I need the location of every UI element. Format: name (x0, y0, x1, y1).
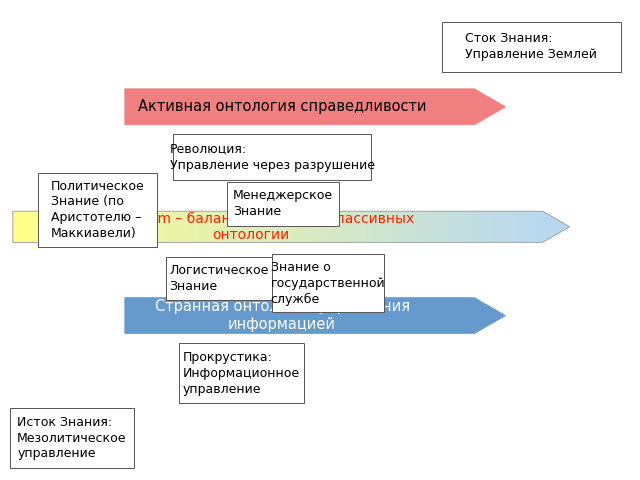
Polygon shape (339, 211, 348, 242)
FancyBboxPatch shape (179, 343, 304, 403)
Text: Mainstream – баланс трех цветов пассивных
онтологии: Mainstream – баланс трех цветов пассивны… (88, 212, 414, 242)
Polygon shape (163, 211, 172, 242)
FancyBboxPatch shape (10, 408, 134, 468)
Text: Сток Знания:
Управление Землей: Сток Знания: Управление Землей (465, 32, 597, 61)
Polygon shape (410, 211, 419, 242)
Polygon shape (313, 211, 322, 242)
Polygon shape (499, 211, 508, 242)
Text: Исток Знания:
Мезолитическое
управление: Исток Знания: Мезолитическое управление (17, 416, 127, 460)
Polygon shape (436, 211, 445, 242)
Polygon shape (92, 211, 101, 242)
Polygon shape (66, 211, 75, 242)
Polygon shape (207, 211, 216, 242)
Polygon shape (383, 211, 392, 242)
Text: Революция:
Управление через разрушение: Революция: Управление через разрушение (170, 143, 374, 172)
Polygon shape (189, 211, 198, 242)
Polygon shape (322, 211, 331, 242)
Polygon shape (357, 211, 366, 242)
Polygon shape (287, 211, 295, 242)
Polygon shape (101, 211, 110, 242)
FancyBboxPatch shape (173, 134, 371, 180)
Polygon shape (136, 211, 145, 242)
Polygon shape (127, 211, 136, 242)
Text: Политическое
Знание (по
Аристотелю –
Маккиавели): Политическое Знание (по Аристотелю – Мак… (51, 180, 145, 240)
Text: Знание о
государственной
службе: Знание о государственной службе (271, 261, 385, 306)
Polygon shape (119, 211, 127, 242)
FancyBboxPatch shape (166, 257, 272, 300)
Polygon shape (375, 211, 383, 242)
Polygon shape (366, 211, 375, 242)
Polygon shape (260, 211, 269, 242)
Polygon shape (172, 211, 180, 242)
Polygon shape (534, 211, 543, 242)
Polygon shape (401, 211, 410, 242)
Polygon shape (304, 211, 313, 242)
Polygon shape (331, 211, 339, 242)
Polygon shape (508, 211, 516, 242)
Polygon shape (481, 211, 490, 242)
Polygon shape (22, 211, 31, 242)
Text: Странная онтология управления
информацией: Странная онтология управления информацие… (154, 300, 410, 332)
Polygon shape (13, 211, 22, 242)
Polygon shape (83, 211, 92, 242)
Text: Менеджерское
Знание: Менеджерское Знание (233, 190, 333, 218)
Polygon shape (110, 211, 119, 242)
Polygon shape (216, 211, 225, 242)
Polygon shape (525, 211, 534, 242)
Polygon shape (392, 211, 401, 242)
Polygon shape (145, 211, 154, 242)
FancyBboxPatch shape (227, 182, 339, 226)
FancyBboxPatch shape (38, 173, 157, 247)
Polygon shape (348, 211, 357, 242)
Text: Прокрустика:
Информационное
управление: Прокрустика: Информационное управление (183, 351, 300, 396)
Polygon shape (543, 211, 570, 242)
Polygon shape (225, 211, 234, 242)
Polygon shape (463, 211, 472, 242)
Polygon shape (57, 211, 66, 242)
Polygon shape (428, 211, 436, 242)
Polygon shape (48, 211, 57, 242)
Polygon shape (251, 211, 260, 242)
Polygon shape (490, 211, 499, 242)
Polygon shape (198, 211, 207, 242)
Polygon shape (295, 211, 304, 242)
Polygon shape (243, 211, 251, 242)
Polygon shape (419, 211, 428, 242)
Polygon shape (180, 211, 189, 242)
Polygon shape (454, 211, 463, 242)
FancyBboxPatch shape (442, 22, 621, 72)
Text: Активная онтология справедливости: Активная онтология справедливости (138, 99, 426, 114)
Polygon shape (39, 211, 48, 242)
Polygon shape (125, 298, 506, 334)
Polygon shape (516, 211, 525, 242)
Polygon shape (75, 211, 83, 242)
Polygon shape (472, 211, 481, 242)
Polygon shape (31, 211, 39, 242)
Text: Логистическое
Знание: Логистическое Знание (170, 264, 269, 293)
Polygon shape (234, 211, 243, 242)
Polygon shape (269, 211, 278, 242)
Polygon shape (125, 89, 506, 125)
Polygon shape (445, 211, 454, 242)
Polygon shape (154, 211, 163, 242)
Polygon shape (278, 211, 287, 242)
FancyBboxPatch shape (272, 254, 384, 312)
